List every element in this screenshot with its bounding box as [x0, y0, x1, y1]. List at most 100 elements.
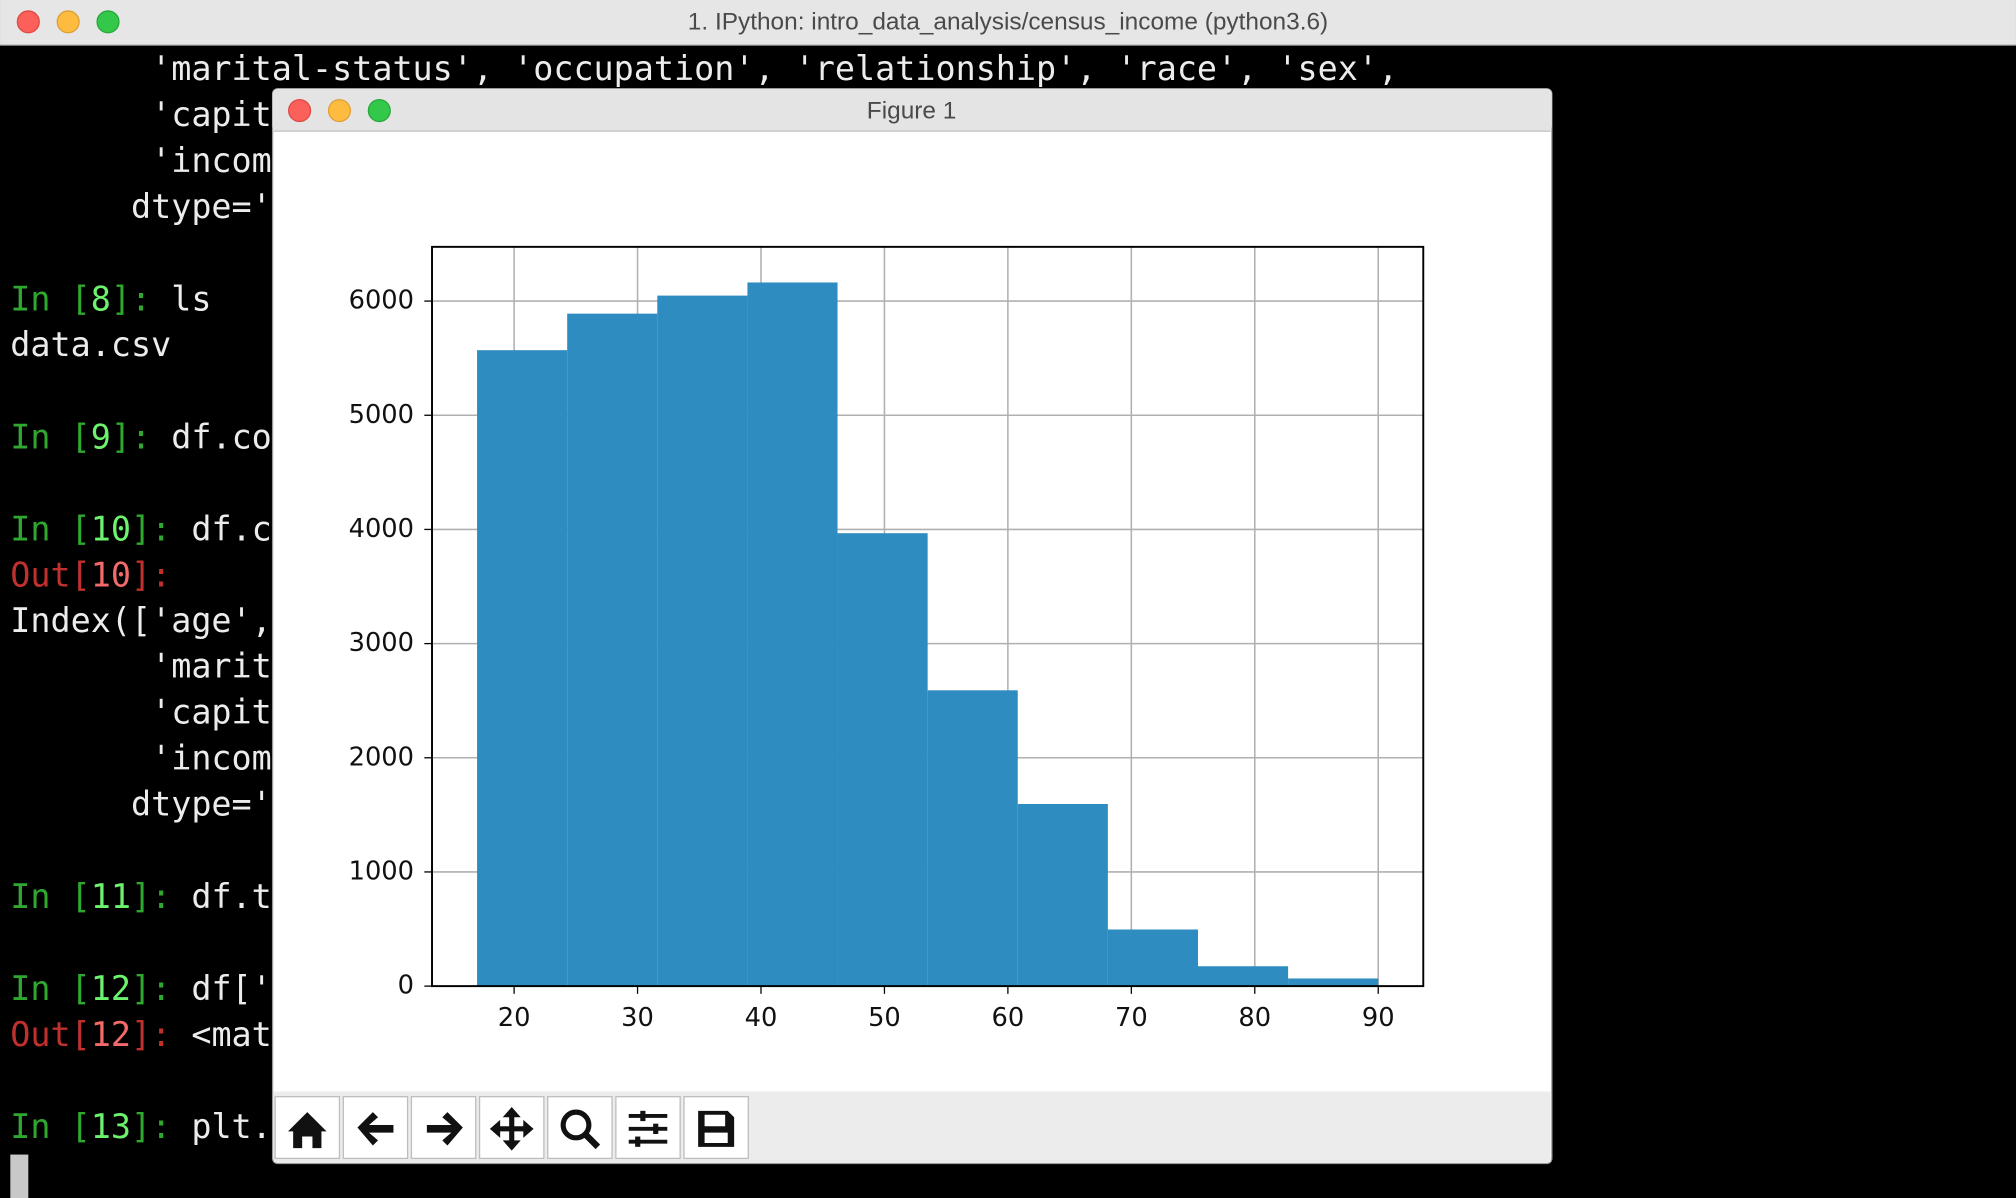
x-tick-label: 20 — [498, 1003, 531, 1033]
terminal-line: 'capit — [10, 693, 271, 732]
code: ls — [171, 279, 211, 318]
prompt: Out[ — [10, 555, 90, 594]
x-tick-label: 80 — [1238, 1003, 1271, 1033]
figure-close-button[interactable] — [288, 98, 312, 123]
terminal-line: 'marit — [10, 647, 271, 686]
back-icon — [357, 1112, 394, 1146]
terminal-line: In [9]: df.co — [10, 417, 271, 456]
zoom-tool-button[interactable] — [547, 1096, 613, 1160]
code: df[' — [191, 968, 271, 1007]
y-tick-label: 0 — [398, 971, 414, 1001]
figure-title: Figure 1 — [867, 97, 957, 124]
terminal-line: In [10]: df.c — [10, 509, 271, 548]
y-tick-label: 2000 — [349, 742, 414, 772]
prompt: ]: — [131, 555, 171, 594]
prompt: In [ — [10, 279, 90, 318]
prompt-number: 13 — [91, 1106, 131, 1145]
terminal-line: In [12]: df[' — [10, 968, 271, 1007]
window-title: 1. IPython: intro_data_analysis/census_i… — [688, 9, 1328, 36]
x-tick-label: 90 — [1362, 1003, 1395, 1033]
x-tick-label: 50 — [868, 1003, 901, 1033]
histogram-bar — [927, 690, 1018, 987]
histogram-bar — [1288, 978, 1379, 987]
prompt-number: 11 — [91, 877, 131, 916]
x-tick-label: 30 — [621, 1003, 654, 1033]
prompt: In [ — [10, 1106, 90, 1145]
terminal-line: In [11]: df.t — [10, 877, 271, 916]
prompt-number: 9 — [91, 417, 111, 456]
figure-zoom-button[interactable] — [367, 98, 391, 123]
y-tick-label: 5000 — [349, 400, 414, 430]
terminal-line: 'incom — [10, 141, 271, 180]
close-button[interactable] — [16, 10, 40, 34]
code: df.co — [171, 417, 272, 456]
prompt: ]: — [131, 968, 191, 1007]
terminal-text: 'marital-status', 'occupation', 'relatio… — [10, 49, 1398, 1145]
code: df.t — [191, 877, 271, 916]
histogram-bar — [567, 313, 658, 987]
forward-icon — [426, 1112, 463, 1146]
terminal-line: 'capit — [10, 95, 271, 134]
code: <mat — [191, 1014, 271, 1053]
x-tick-label: 40 — [745, 1003, 778, 1033]
histogram-bar — [747, 282, 838, 987]
zoom-icon-lens — [560, 1109, 592, 1141]
save-icon — [698, 1110, 735, 1147]
histogram-bar — [1197, 966, 1289, 987]
code: plt. — [191, 1106, 271, 1145]
histogram-bar — [477, 350, 568, 987]
histogram-plot: 20 30 40 50 60 70 80 90 0 1000 2000 3000 4000 5000 600… — [349, 245, 1425, 1033]
prompt: ]: — [111, 417, 171, 456]
cursor — [10, 1154, 29, 1198]
code: df.c — [191, 509, 271, 548]
prompt: ]: — [131, 1106, 191, 1145]
x-tick-label: 60 — [992, 1003, 1025, 1033]
pan-icon — [489, 1106, 534, 1151]
zoom-button[interactable] — [96, 10, 120, 34]
terminal-line: In [13]: plt. — [10, 1106, 271, 1145]
histogram-bar — [837, 533, 928, 987]
figure-window: Figure 1 20 30 40 50 60 70 80 90 0 1000 2000 3000 40… — [271, 88, 1553, 1165]
prompt: In [ — [10, 509, 90, 548]
histogram-bar — [657, 295, 748, 987]
terminal-line: Out[10]: — [10, 555, 171, 594]
prompt: In [ — [10, 968, 90, 1007]
terminal-line: Out[12]: <mat — [10, 1014, 271, 1053]
prompt-number: 10 — [91, 509, 131, 548]
prompt: In [ — [10, 877, 90, 916]
terminal-line: 'incom — [10, 739, 271, 778]
prompt: ]: — [131, 877, 191, 916]
figure-minimize-button[interactable] — [327, 98, 352, 123]
prompt: ]: — [131, 509, 191, 548]
home-icon — [288, 1112, 327, 1149]
axes-frame — [431, 245, 1425, 988]
y-tick-label: 4000 — [349, 514, 414, 544]
terminal-line: In [8]: ls — [10, 279, 211, 318]
terminal-line: Index(['age', — [10, 601, 271, 640]
prompt-number: 12 — [91, 1014, 131, 1053]
prompt-number: 12 — [91, 968, 131, 1007]
y-tick-label: 1000 — [349, 856, 414, 886]
subplots-icon — [628, 1110, 668, 1147]
terminal-line: dtype=' — [10, 187, 271, 226]
histogram-bar — [1017, 804, 1108, 987]
minimize-button[interactable] — [56, 10, 80, 34]
prompt: ]: — [111, 279, 171, 318]
prompt: ]: — [131, 1014, 191, 1053]
zoom-icon-handle — [582, 1131, 601, 1150]
y-tick-label: 6000 — [349, 286, 414, 316]
prompt: In [ — [10, 417, 90, 456]
x-tick-label: 70 — [1115, 1003, 1148, 1033]
terminal-line: data.csv — [10, 325, 171, 364]
terminal-line: 'marital-status', 'occupation', 'relatio… — [10, 49, 1398, 88]
prompt-number: 10 — [91, 555, 131, 594]
histogram-bar — [1107, 929, 1198, 987]
figure-title-bar — [272, 88, 1552, 132]
prompt-number: 8 — [91, 279, 111, 318]
toolbar-icons — [288, 1106, 735, 1151]
terminal-title-bar — [0, 0, 2016, 45]
y-tick-label: 3000 — [349, 628, 414, 658]
prompt: Out[ — [10, 1014, 90, 1053]
